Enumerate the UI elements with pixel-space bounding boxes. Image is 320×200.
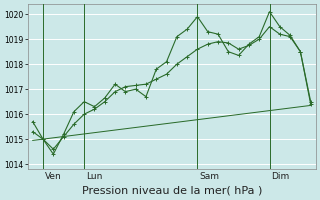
- Text: Sam: Sam: [199, 172, 220, 181]
- Text: Ven: Ven: [45, 172, 62, 181]
- Text: Lun: Lun: [86, 172, 103, 181]
- Text: Dim: Dim: [272, 172, 290, 181]
- X-axis label: Pression niveau de la mer( hPa ): Pression niveau de la mer( hPa ): [82, 186, 262, 196]
